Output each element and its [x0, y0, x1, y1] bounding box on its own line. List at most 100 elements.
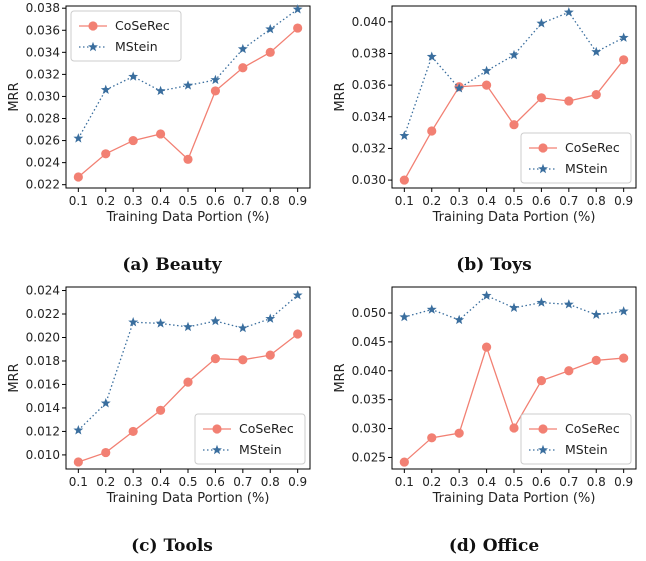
data-point-mstein	[399, 311, 410, 322]
data-point-coserec	[128, 426, 138, 437]
x-tick-label: 0.4	[477, 475, 496, 489]
legend: CoSeRec MStein	[520, 132, 632, 184]
legend-entry-label: CoSeRec	[565, 140, 620, 155]
legend-marker	[88, 41, 98, 52]
legend-box	[194, 413, 306, 465]
y-tick-label: 0.016	[26, 377, 60, 391]
data-point-coserec	[509, 120, 519, 130]
data-point-coserec	[210, 86, 221, 96]
y-axis-label: MRR	[7, 363, 22, 392]
y-tick-label: 0.032	[26, 67, 60, 81]
x-tick-label: 0.9	[288, 194, 307, 208]
legend-marker	[538, 163, 548, 174]
x-tick-label: 0.5	[504, 194, 523, 208]
data-point-mstein	[591, 309, 602, 319]
x-tick-label: 0.7	[559, 194, 578, 208]
data-point-coserec	[101, 447, 111, 458]
y-tick-label: 0.034	[352, 110, 386, 124]
data-point-coserec	[619, 353, 629, 363]
data-point-coserec	[183, 377, 193, 387]
legend-box	[520, 413, 632, 465]
legend-entry-label: MStein	[565, 442, 608, 457]
data-point-mstein	[509, 49, 519, 60]
data-point-mstein	[265, 23, 276, 34]
x-tick-label: 0.4	[477, 194, 496, 208]
data-point-coserec	[73, 172, 83, 182]
data-point-coserec	[591, 90, 601, 100]
legend-entry-label: CoSeRec	[115, 18, 170, 33]
y-tick-label: 0.040	[352, 15, 386, 29]
x-tick-label: 0.1	[395, 194, 414, 208]
data-point-mstein	[210, 74, 221, 85]
legend: CoSeRec MStein	[194, 413, 306, 465]
legend-box	[520, 132, 632, 184]
data-point-coserec	[564, 96, 574, 106]
legend-marker	[212, 424, 222, 434]
legend-box	[70, 10, 182, 62]
y-tick-label: 0.024	[26, 284, 60, 298]
x-tick-label: 0.6	[206, 194, 225, 208]
x-axis-label: Training Data Portion (%)	[432, 491, 596, 506]
legend: CoSeRec MStein	[520, 413, 632, 465]
x-tick-label: 0.9	[614, 475, 633, 489]
data-point-mstein	[536, 297, 547, 307]
y-tick-label: 0.024	[26, 156, 60, 170]
y-tick-label: 0.022	[26, 307, 60, 321]
data-point-coserec	[265, 350, 275, 360]
data-point-coserec	[73, 457, 83, 467]
legend-marker	[88, 21, 98, 31]
x-axis-label: Training Data Portion (%)	[432, 210, 596, 225]
x-axis-label: Training Data Portion (%)	[106, 491, 270, 506]
data-point-mstein	[536, 18, 547, 28]
series-line-mstein	[77, 294, 299, 431]
data-point-coserec	[293, 23, 303, 33]
data-point-mstein	[100, 398, 111, 408]
data-point-coserec	[564, 366, 574, 376]
y-tick-label: 0.040	[352, 364, 386, 378]
y-tick-label: 0.030	[352, 173, 386, 187]
y-tick-label: 0.035	[352, 393, 386, 407]
data-point-mstein	[426, 51, 437, 61]
y-tick-label: 0.032	[352, 141, 386, 155]
data-point-coserec	[454, 428, 464, 438]
y-tick-label: 0.022	[26, 178, 60, 192]
data-point-mstein	[618, 306, 629, 316]
y-tick-label: 0.026	[26, 134, 60, 148]
data-point-coserec	[183, 154, 193, 164]
data-point-coserec	[591, 355, 601, 365]
data-point-mstein	[210, 315, 221, 326]
data-point-coserec	[481, 342, 492, 352]
x-tick-label: 0.7	[233, 194, 252, 208]
panel-caption: (c) Tools	[131, 536, 213, 556]
data-point-mstein	[292, 4, 303, 14]
y-tick-label: 0.030	[352, 422, 386, 436]
y-tick-label: 0.034	[26, 45, 60, 59]
panel-caption: (d) Office	[449, 536, 539, 556]
data-point-coserec	[238, 63, 248, 73]
x-tick-label: 0.9	[614, 194, 633, 208]
y-tick-label: 0.018	[26, 354, 60, 368]
chart-panel-2: 0.1 0.2 0.3 0.4 0.5 0.6 0.7 0.8 0.9 0.030 0.032 0.0…	[333, 5, 637, 275]
data-point-coserec	[536, 93, 547, 103]
x-tick-label: 0.3	[450, 194, 469, 208]
data-point-mstein	[155, 318, 166, 328]
data-point-mstein	[73, 425, 84, 435]
chart-panel-1: 0.1 0.2 0.3 0.4 0.5 0.6 0.7 0.8 0.9 0.022 0.024 0.0…	[7, 1, 311, 275]
x-tick-label: 0.8	[261, 194, 280, 208]
x-tick-label: 0.8	[587, 475, 606, 489]
data-point-mstein	[481, 65, 492, 76]
y-tick-label: 0.012	[26, 424, 60, 438]
x-tick-label: 0.2	[96, 475, 115, 489]
y-tick-label: 0.036	[352, 78, 386, 92]
data-point-mstein	[454, 83, 465, 93]
data-point-mstein	[183, 321, 193, 332]
x-tick-label: 0.5	[178, 194, 197, 208]
panel-caption: (a) Beauty	[122, 255, 222, 275]
y-tick-label: 0.038	[26, 1, 60, 15]
data-point-coserec	[210, 354, 221, 364]
x-tick-label: 0.2	[422, 194, 441, 208]
y-axis-label: MRR	[333, 82, 348, 111]
y-tick-label: 0.014	[26, 401, 60, 415]
y-tick-label: 0.045	[352, 335, 386, 349]
data-point-mstein	[481, 290, 492, 300]
